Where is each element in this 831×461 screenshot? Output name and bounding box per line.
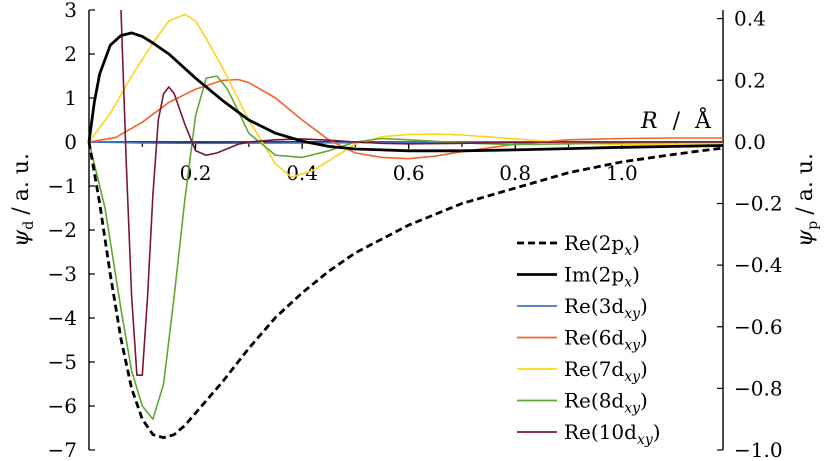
legend-entry: Re(7dxy) bbox=[564, 357, 648, 385]
legend-entry: Re(10dxy) bbox=[564, 420, 661, 448]
axes-layer: 3 2 1 0 −1 −2 −3 −4 −5 −6 −7 0.4 0.2 0.0 −0.2 −0.4 −0.6 −… bbox=[48, 0, 783, 461]
y-left-tick-label: −5 bbox=[48, 350, 77, 374]
series-line bbox=[88, 13, 724, 178]
y-left-var: ψ bbox=[9, 229, 34, 247]
legend-entry: Re(3dxy) bbox=[564, 294, 648, 322]
series-line bbox=[87, 31, 724, 153]
x-tick-label: 0.6 bbox=[393, 161, 425, 185]
x-axis-var: R bbox=[640, 109, 658, 134]
series-line bbox=[120, 9, 723, 376]
series-layer bbox=[87, 9, 724, 440]
y-left-tick-label: −6 bbox=[48, 394, 77, 418]
y-left-tick-label: −3 bbox=[48, 262, 77, 286]
legend-entry: Im(2px) bbox=[564, 263, 640, 291]
y-right-tick-label: −0.4 bbox=[734, 253, 783, 277]
legend: Re(2px) Im(2px) Re(3dxy) Re(6dxy) Re(7dxy) Re… bbox=[517, 231, 661, 448]
series-line bbox=[87, 141, 724, 440]
y-right-slash: / bbox=[793, 207, 818, 215]
y-right-tick-label: 0.0 bbox=[734, 130, 766, 154]
y-left-slash: / bbox=[9, 207, 34, 215]
x-axis-unit: Å bbox=[694, 106, 712, 134]
legend-entry: Re(2px) bbox=[564, 231, 640, 259]
y-right-tick-label: −1.0 bbox=[734, 438, 783, 461]
y-left-tick-label: 1 bbox=[64, 86, 77, 110]
y-left-unit: a. u. bbox=[9, 153, 34, 201]
y-right-tick-label: 0.2 bbox=[734, 68, 766, 92]
x-tick-label: 0.2 bbox=[180, 161, 212, 185]
legend-entry: Re(6dxy) bbox=[564, 326, 648, 354]
x-axis-title: R / Å bbox=[640, 106, 712, 134]
y-left-tick-label: −7 bbox=[48, 438, 77, 461]
y-left-tick-label: −4 bbox=[48, 306, 77, 330]
y-left-tick-label: 3 bbox=[64, 0, 77, 22]
y-left-sub: d bbox=[21, 221, 37, 230]
y-right-sub: p bbox=[805, 221, 821, 230]
y-right-var: ψ bbox=[793, 229, 818, 247]
y-right-tick-label: −0.8 bbox=[734, 376, 783, 400]
legend-entry: Re(8dxy) bbox=[564, 389, 648, 417]
y-left-tick-label: −2 bbox=[48, 218, 77, 242]
y-right-tick-label: −0.2 bbox=[734, 192, 783, 216]
x-tick-label: 0.8 bbox=[499, 161, 531, 185]
y-left-tick-label: −1 bbox=[48, 174, 77, 198]
y-left-tick-label: 2 bbox=[64, 42, 77, 66]
labels-layer: R / Å ψd/a. u. ψp/a. u. bbox=[9, 106, 821, 247]
y-left-axis-title: ψd / a. u. bbox=[9, 153, 37, 247]
y-right-tick-label: 0.4 bbox=[734, 7, 766, 31]
x-tick-label: 0.4 bbox=[286, 161, 318, 185]
y-left-tick-label: 0 bbox=[64, 130, 77, 154]
x-axis-slash: / bbox=[673, 109, 681, 134]
y-right-unit: a. u. bbox=[793, 153, 818, 201]
y-right-tick-label: −0.6 bbox=[734, 315, 783, 339]
y-right-axis-title: ψp / a. u. bbox=[793, 153, 821, 247]
